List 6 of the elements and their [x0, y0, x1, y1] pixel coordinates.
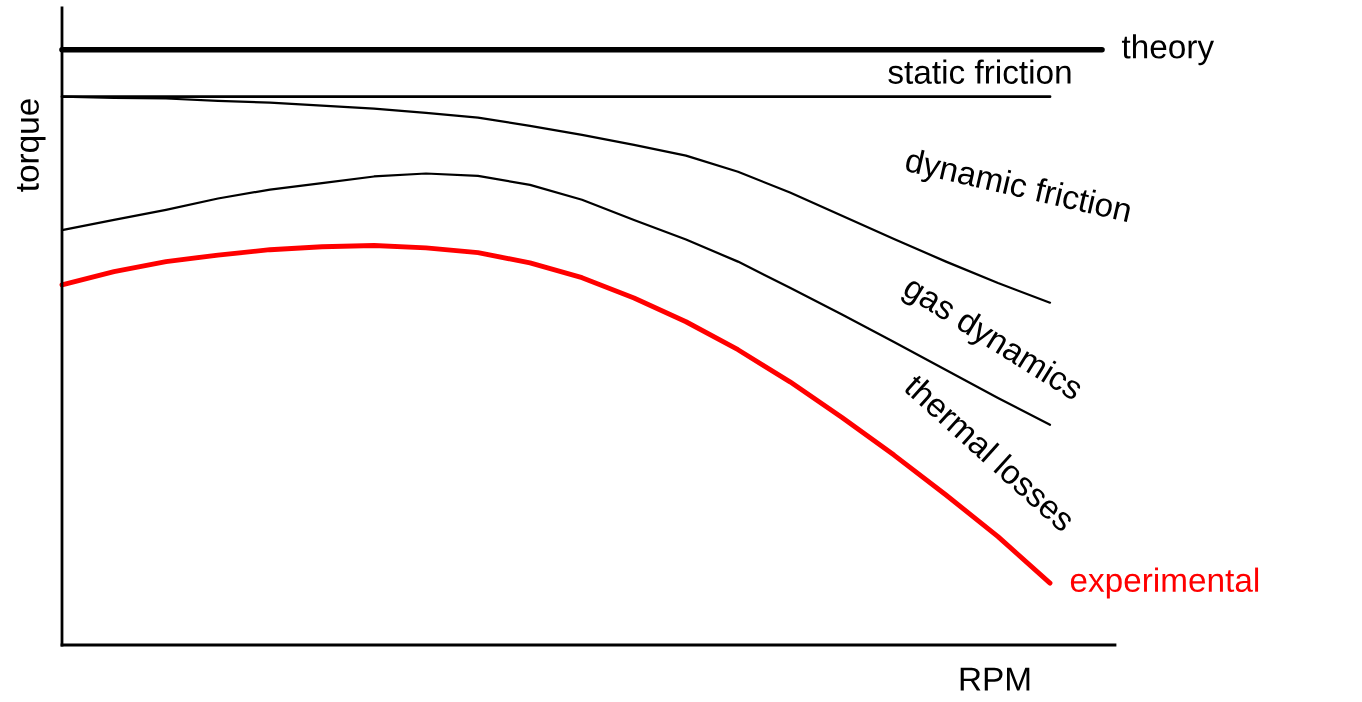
- series-label: experimental: [1070, 567, 1259, 599]
- annotation: static friction: [888, 59, 1071, 84]
- y-axis-title: torque: [17, 99, 46, 192]
- series-label: theory: [1121, 34, 1215, 66]
- annotation: dynamic friction: [903, 147, 1133, 229]
- x-axis-title: RPM: [960, 667, 1030, 691]
